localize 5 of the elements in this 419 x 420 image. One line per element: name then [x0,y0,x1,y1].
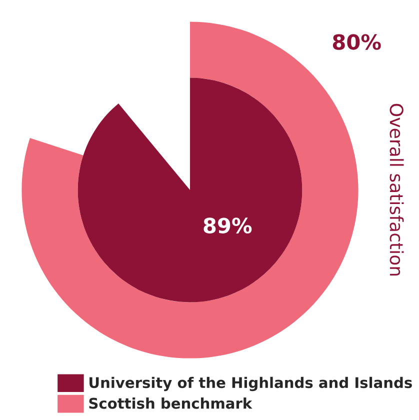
legend-label: University of the Highlands and Islands [90,376,412,392]
text: Overall satisfaction [390,104,404,276]
data-label: 80% [332,34,381,50]
legend-label: Scottish benchmark [89,398,252,409]
data-label: 89% [204,218,252,234]
